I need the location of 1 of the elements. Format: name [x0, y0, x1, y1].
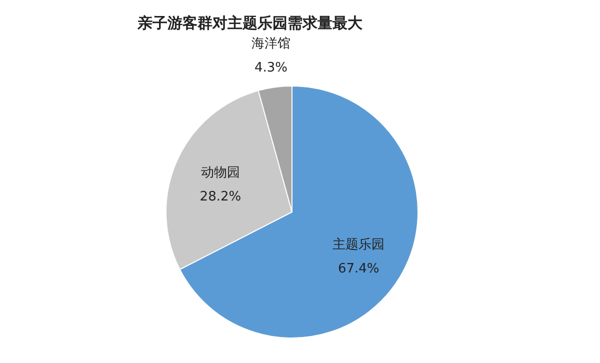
title: 亲子游客群对主题乐园需求量最大: [138, 14, 362, 32]
